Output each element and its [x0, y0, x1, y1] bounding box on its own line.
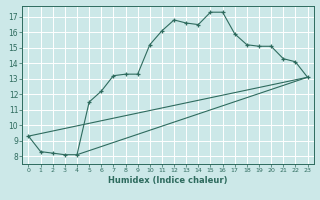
X-axis label: Humidex (Indice chaleur): Humidex (Indice chaleur) — [108, 176, 228, 185]
